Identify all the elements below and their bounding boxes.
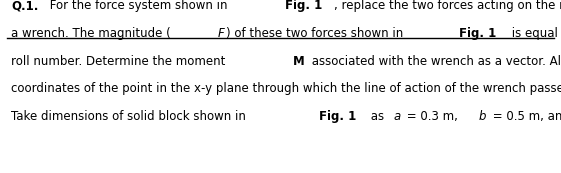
Text: a wrench. The magnitude (: a wrench. The magnitude ( xyxy=(11,27,171,40)
Text: coordinates of the point in the x-y plane through which the line of action of th: coordinates of the point in the x-y plan… xyxy=(11,83,561,95)
Text: associated with the wrench as a vector. Also, determine the: associated with the wrench as a vector. … xyxy=(308,55,561,68)
Text: b: b xyxy=(479,110,486,123)
Text: is equal to: is equal to xyxy=(508,27,561,40)
Text: Fig. 1: Fig. 1 xyxy=(319,110,356,123)
Text: , replace the two forces acting on the rectangular solid by: , replace the two forces acting on the r… xyxy=(334,0,561,12)
Text: F: F xyxy=(217,27,224,40)
Text: roll number. Determine the moment: roll number. Determine the moment xyxy=(11,55,229,68)
Text: Q.1.: Q.1. xyxy=(11,0,39,12)
Text: Fig. 1: Fig. 1 xyxy=(459,27,496,40)
Text: = 0.3 m,: = 0.3 m, xyxy=(403,110,462,123)
Text: a: a xyxy=(394,110,401,123)
Text: For the force system shown in: For the force system shown in xyxy=(47,0,232,12)
Text: M: M xyxy=(293,55,304,68)
Text: Fig. 1: Fig. 1 xyxy=(286,0,323,12)
Text: ) of these two forces shown in: ) of these two forces shown in xyxy=(226,27,407,40)
Text: = 0.5 m, and: = 0.5 m, and xyxy=(489,110,561,123)
Text: as: as xyxy=(367,110,388,123)
Text: Take dimensions of solid block shown in: Take dimensions of solid block shown in xyxy=(11,110,250,123)
